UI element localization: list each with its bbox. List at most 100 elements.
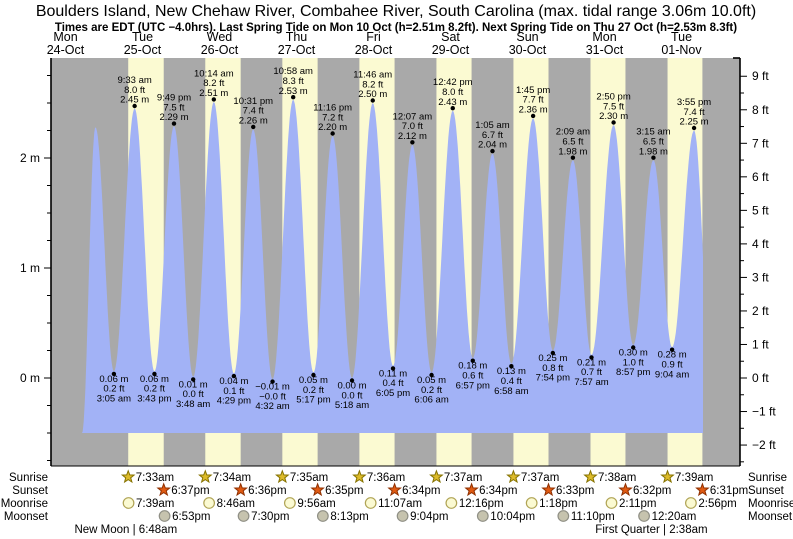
tide-extreme-label: 0.28 m bbox=[658, 350, 687, 361]
tide-extreme-label: 10:58 am bbox=[273, 66, 313, 77]
tide-extreme-label: 0.05 m bbox=[299, 375, 328, 386]
sunrise-icon bbox=[275, 469, 290, 484]
sunrise-time: 7:38am bbox=[598, 472, 636, 484]
axis-ticks: 2 m 1 m 0 m 9 ft 8 ft 7 ft 6 ft 5 ft 4 ft 3 ft 2 f… bbox=[20, 69, 776, 463]
y-axis-right-label: 5 ft bbox=[752, 203, 769, 217]
tide-extreme-label: 6:58 am bbox=[494, 386, 528, 397]
tide-extreme-label: 6.5 ft bbox=[643, 137, 664, 148]
astro-row-label-right-moonrise: Moonrise bbox=[748, 498, 793, 510]
moonrise-time: 12:16pm bbox=[459, 498, 504, 510]
tide-extreme-label: 5:17 pm bbox=[296, 395, 330, 406]
astro-row-label-right-sunrise: Sunrise bbox=[748, 472, 787, 484]
page-title: Boulders Island, New Chehaw River, Comba… bbox=[36, 3, 756, 20]
tide-extreme-label: 0.2 ft bbox=[144, 384, 165, 395]
tide-extreme-label: 8:57 pm bbox=[616, 367, 650, 378]
tide-extreme-label: 3:15 am bbox=[636, 127, 670, 138]
tide-extreme-label: 0.04 m bbox=[219, 376, 248, 387]
tide-extreme-label: 0.06 m bbox=[99, 374, 128, 385]
y-axis-right-label: −1 ft bbox=[752, 405, 776, 419]
sunrise-icon bbox=[660, 469, 675, 484]
day-label: Sun bbox=[516, 30, 538, 44]
tide-extreme-dot bbox=[589, 355, 594, 360]
tide-extreme-label: −0.0 ft bbox=[259, 391, 286, 402]
tide-extreme-label: 0.1 ft bbox=[223, 386, 244, 397]
tide-extreme-dot bbox=[152, 371, 157, 377]
tide-extreme-label: 0.4 ft bbox=[501, 376, 522, 387]
tide-extreme-label: 1.0 ft bbox=[623, 357, 644, 368]
tide-extreme-dot bbox=[530, 113, 536, 119]
moonrise-time: 9:56am bbox=[297, 498, 335, 510]
tide-extreme-label: 2.30 m bbox=[599, 111, 628, 122]
moonrise-icon bbox=[283, 497, 296, 509]
moonrise-icon bbox=[605, 497, 618, 509]
tide-extreme-dot bbox=[450, 106, 455, 111]
tide-extreme-dot bbox=[390, 366, 396, 371]
moonset-icon bbox=[638, 510, 650, 522]
tide-extreme-label: 0.11 m bbox=[379, 368, 407, 379]
tide-extreme-label: 7.7 ft bbox=[523, 95, 544, 106]
sunset-time: 6:37pm bbox=[171, 485, 209, 497]
moonrise-time: 11:07am bbox=[378, 498, 422, 510]
astro-row-label-left-sunset: Sunset bbox=[12, 485, 49, 497]
tide-extreme-label: 7:54 pm bbox=[536, 373, 570, 384]
tide-extreme-label: 0.25 m bbox=[538, 353, 567, 364]
moonrise-time: 2:56pm bbox=[698, 498, 736, 510]
moonset-icon bbox=[396, 510, 409, 522]
sunset-time: 6:36pm bbox=[248, 485, 286, 497]
moonrise-icon bbox=[525, 497, 538, 509]
moonset-time: 6:53pm bbox=[172, 511, 210, 523]
day-label: Tue bbox=[671, 30, 692, 44]
y-axis-right-label: 6 ft bbox=[752, 170, 769, 184]
moonrise-time: 8:46am bbox=[217, 498, 255, 510]
moonset-time: 7:30pm bbox=[251, 511, 289, 523]
astro-row-label-left-moonset: Moonset bbox=[4, 511, 49, 523]
sunset-time: 6:31pm bbox=[710, 485, 748, 497]
tide-extreme-label: 2:09 am bbox=[556, 127, 590, 138]
tide-extreme-label: 9:04 am bbox=[655, 369, 689, 380]
tide-extreme-label: 0.30 m bbox=[619, 348, 648, 359]
sunset-time: 6:34pm bbox=[479, 485, 517, 497]
tide-extreme-dot bbox=[410, 140, 415, 145]
moonset-time: 8:13pm bbox=[330, 511, 368, 523]
sunrise-icon bbox=[120, 469, 136, 484]
moonset-icon bbox=[316, 510, 329, 522]
moonset-icon bbox=[557, 510, 570, 522]
tide-extreme-label: 1:45 pm bbox=[516, 85, 550, 96]
sunset-icon bbox=[310, 482, 325, 497]
day-label-date: 30-Oct bbox=[509, 43, 547, 57]
tide-extreme-dot bbox=[631, 345, 636, 350]
tide-extreme-label: 6.7 ft bbox=[482, 130, 503, 141]
tide-extreme-label: 2.04 m bbox=[478, 140, 507, 151]
moonrise-time: 7:39am bbox=[136, 498, 174, 510]
tide-extreme-label: 0.2 ft bbox=[103, 384, 124, 395]
tide-extreme-label: 8.3 ft bbox=[283, 76, 304, 87]
tide-extreme-label: 6:05 pm bbox=[376, 388, 410, 399]
tide-extreme-dot bbox=[251, 124, 256, 130]
sunrise-icon bbox=[198, 469, 213, 484]
moonset-icon bbox=[158, 510, 171, 522]
astro-row-label-left-sunrise: Sunrise bbox=[9, 472, 48, 484]
tide-extreme-label: 11:46 am bbox=[353, 70, 392, 81]
tide-extreme-label: 2.36 m bbox=[519, 105, 548, 116]
tide-extreme-label: 8.0 ft bbox=[124, 85, 145, 96]
tide-extreme-label: 0.21 m bbox=[577, 357, 606, 368]
sunrise-time: 7:36am bbox=[367, 472, 405, 484]
tide-extreme-label: 2.43 m bbox=[438, 97, 467, 108]
tide-extreme-dot bbox=[570, 155, 576, 160]
moonrise-icon bbox=[685, 497, 697, 509]
tide-extreme-label: 2.20 m bbox=[318, 122, 347, 133]
tide-extreme-dot bbox=[550, 350, 556, 356]
day-label: Fri bbox=[366, 30, 381, 44]
tide-extreme-label: 6:57 pm bbox=[456, 380, 490, 391]
day-label-date: 26-Oct bbox=[201, 43, 239, 57]
tide-extreme-label: 5:18 am bbox=[335, 400, 369, 411]
sunrise-time: 7:37am bbox=[444, 472, 482, 484]
tide-extreme-dot bbox=[691, 125, 697, 131]
tide-extreme-dot bbox=[190, 377, 196, 382]
moonrise-icon bbox=[364, 497, 377, 509]
tide-extreme-label: 0.18 m bbox=[458, 361, 487, 372]
sunrise-time: 7:35am bbox=[290, 472, 328, 484]
tide-extreme-label: 2.51 m bbox=[199, 88, 228, 99]
moonset-icon bbox=[476, 510, 489, 522]
tide-extreme-label: 0.00 m bbox=[337, 381, 366, 392]
